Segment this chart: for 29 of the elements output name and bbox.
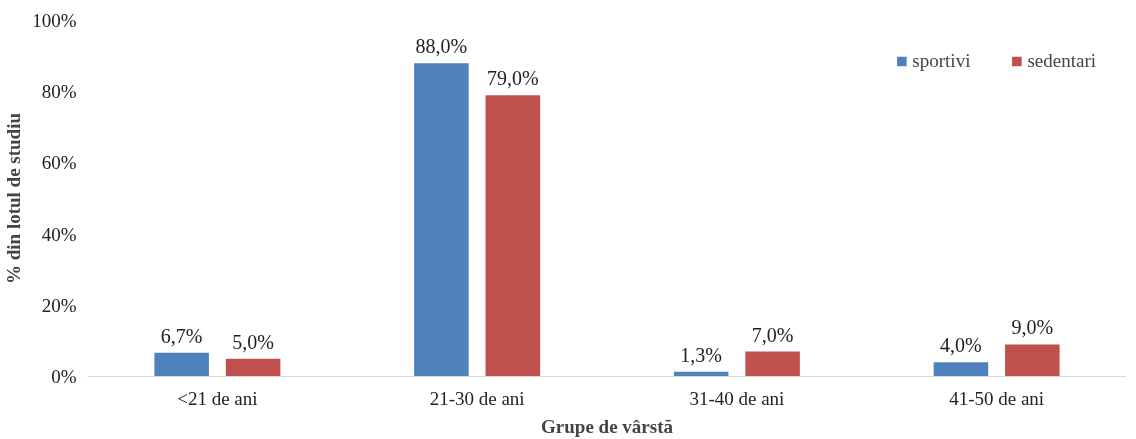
x-tick-label: <21 de ani [177,387,258,409]
y-tick-label: 0% [51,366,77,387]
y-tick-label: 20% [41,294,77,316]
data-label: 6,7% [160,324,203,347]
x-tick-label: 41-50 de ani [949,387,1045,409]
data-label: 4,0% [940,334,982,357]
bar [485,95,541,377]
data-label: 79,0% [487,67,539,90]
data-label: 88,0% [415,35,468,58]
data-label: 5,0% [232,330,274,353]
legend-label: sportivi [912,50,971,72]
x-tick-label: 31-40 de ani [689,387,785,409]
bar [745,351,800,377]
data-label: 1,3% [680,343,722,366]
bar [1005,344,1060,377]
x-tick-label: 21-30 de ani [429,387,525,409]
y-tick-label: 60% [41,152,77,174]
y-tick-label: 100% [32,10,77,31]
data-label: 9,0% [1011,316,1054,339]
bar [414,63,469,377]
bar [933,362,989,377]
legend-label: sedentari [1027,50,1096,72]
y-axis-title: % din lotul de studiu [3,112,25,285]
bar [154,352,209,377]
y-tick-label: 80% [41,81,77,103]
x-axis-title: Grupe de vârstă [541,415,674,437]
y-tick-label: 40% [41,223,77,245]
bar [225,358,281,377]
data-label: 7,0% [751,323,794,346]
